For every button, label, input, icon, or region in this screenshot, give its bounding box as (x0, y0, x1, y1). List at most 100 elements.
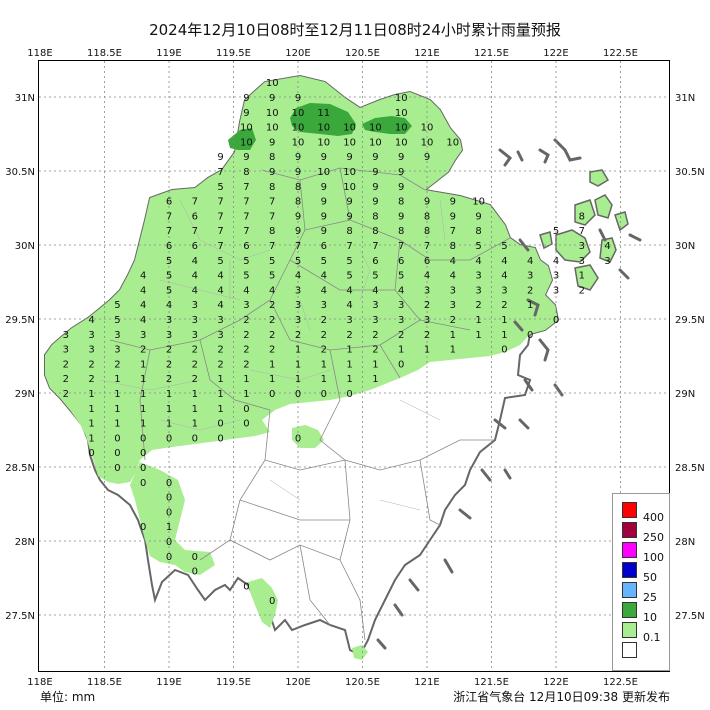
forecast-value: 1 (140, 374, 146, 385)
rain-area-moderate-nw (228, 128, 256, 150)
lon-tick-label-bottom: 118.5E (87, 677, 122, 688)
lat-tick-label-left: 30N (15, 241, 35, 252)
forecast-value: 4 (424, 271, 430, 282)
forecast-value: 9 (450, 211, 456, 222)
lat-tick-label-right: 27.5N (675, 611, 705, 622)
forecast-value: 5 (346, 256, 352, 267)
forecast-value: 1 (217, 374, 223, 385)
forecast-value: 1 (243, 389, 249, 400)
lon-tick-label-top: 121E (414, 48, 439, 59)
lon-tick-label-top: 120.5E (345, 48, 380, 59)
forecast-value: 0 (346, 389, 352, 400)
forecast-value: 0 (243, 404, 249, 415)
forecast-value: 1 (372, 374, 378, 385)
forecast-value: 0 (192, 567, 198, 578)
forecast-value: 3 (424, 315, 430, 326)
forecast-value: 0 (140, 448, 146, 459)
forecast-value: 0 (217, 419, 223, 430)
forecast-value: 9 (372, 167, 378, 178)
forecast-value: 2 (192, 374, 198, 385)
forecast-value: 0 (140, 522, 146, 533)
forecast-value: 7 (166, 226, 172, 237)
forecast-value: 2 (140, 345, 146, 356)
forecast-value: 9 (269, 93, 275, 104)
forecast-value: 0 (553, 315, 559, 326)
forecast-value: 4 (88, 315, 94, 326)
forecast-value: 6 (192, 241, 198, 252)
legend-label: 400 (643, 511, 664, 524)
forecast-value: 7 (243, 182, 249, 193)
forecast-value: 1 (217, 389, 223, 400)
lat-tick-label-right: 29N (675, 389, 695, 400)
forecast-value: 8 (295, 182, 301, 193)
forecast-value: 10 (395, 93, 408, 104)
forecast-value: 5 (346, 271, 352, 282)
forecast-value: 1 (140, 404, 146, 415)
lat-tick-label-right: 30N (675, 241, 695, 252)
forecast-value: 1 (166, 404, 172, 415)
forecast-value: 10 (292, 137, 305, 148)
forecast-value: 7 (295, 241, 301, 252)
legend-label: 0.1 (643, 631, 661, 644)
rain-area-moderate-north (290, 103, 356, 136)
forecast-value: 3 (243, 300, 249, 311)
lon-tick-label-bottom: 119E (156, 677, 181, 688)
legend-swatch (622, 582, 637, 598)
forecast-value: 5 (269, 271, 275, 282)
rain-area-moderate-ne (362, 116, 412, 134)
forecast-value: 10 (369, 137, 382, 148)
forecast-value: 8 (346, 226, 352, 237)
rain-area-light (45, 76, 558, 484)
lat-tick-label-left: 29.5N (5, 315, 35, 326)
forecast-value: 9 (321, 182, 327, 193)
legend-swatch (622, 642, 637, 658)
forecast-value: 2 (424, 330, 430, 341)
forecast-value: 8 (269, 152, 275, 163)
forecast-value: 8 (295, 197, 301, 208)
forecast-value: 1 (321, 359, 327, 370)
lat-tick-label-right: 31N (675, 93, 695, 104)
forecast-value: 3 (372, 300, 378, 311)
forecast-value: 9 (321, 152, 327, 163)
lat-tick-label-left: 31N (15, 93, 35, 104)
legend-swatch (622, 602, 637, 618)
forecast-value: 8 (243, 167, 249, 178)
forecast-value: 10 (317, 167, 330, 178)
forecast-value: 10 (369, 123, 382, 134)
forecast-value: 4 (140, 300, 146, 311)
forecast-value: 2 (269, 300, 275, 311)
legend-label: 250 (643, 531, 664, 544)
forecast-value: 2 (243, 315, 249, 326)
forecast-value: 7 (450, 226, 456, 237)
forecast-value: 1 (346, 374, 352, 385)
forecast-value: 10 (343, 123, 356, 134)
forecast-value: 8 (579, 211, 585, 222)
forecast-value: 2 (372, 330, 378, 341)
forecast-value: 2 (63, 374, 69, 385)
forecast-value: 3 (346, 315, 352, 326)
lon-tick-label-bottom: 120.5E (345, 677, 380, 688)
forecast-value: 0 (166, 537, 172, 548)
forecast-value: 5 (295, 256, 301, 267)
forecast-value: 2 (269, 315, 275, 326)
forecast-value: 5 (321, 256, 327, 267)
forecast-value: 3 (114, 330, 120, 341)
forecast-value: 9 (217, 152, 223, 163)
forecast-value: 7 (217, 211, 223, 222)
forecast-value: 7 (217, 197, 223, 208)
lat-tick-label-left: 28N (15, 537, 35, 548)
forecast-value: 8 (372, 226, 378, 237)
forecast-value: 1 (114, 404, 120, 415)
forecast-value: 9 (295, 211, 301, 222)
forecast-value: 6 (192, 211, 198, 222)
forecast-value: 0 (166, 493, 172, 504)
forecast-value: 9 (372, 182, 378, 193)
rain-area-light-isolated-1 (292, 425, 324, 448)
forecast-value: 3 (372, 315, 378, 326)
forecast-value: 2 (63, 389, 69, 400)
forecast-value: 9 (346, 197, 352, 208)
forecast-value: 8 (424, 211, 430, 222)
forecast-value: 3 (63, 330, 69, 341)
forecast-value: 6 (243, 241, 249, 252)
